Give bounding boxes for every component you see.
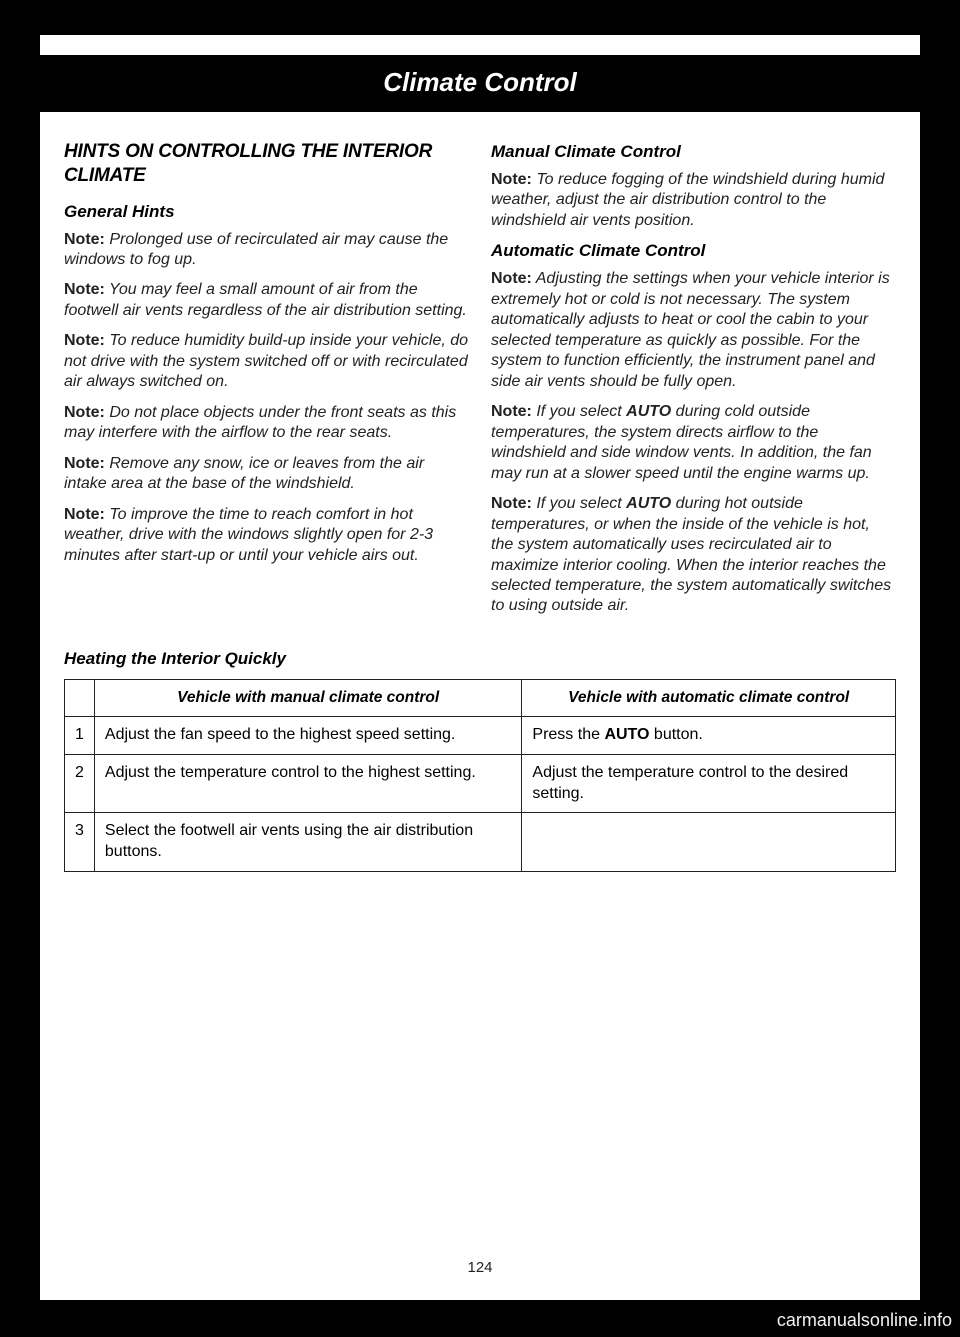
- table-row: 3 Select the footwell air vents using th…: [65, 813, 896, 872]
- subhead-auto-climate: Automatic Climate Control: [491, 241, 896, 261]
- note-item: Note: If you select AUTO during hot outs…: [491, 494, 896, 617]
- note-label: Note:: [64, 281, 105, 298]
- note-label: Note:: [64, 455, 105, 472]
- note-label: Note:: [64, 404, 105, 421]
- heating-table-wrap: Vehicle with manual climate control Vehi…: [64, 679, 896, 872]
- heating-table: Vehicle with manual climate control Vehi…: [64, 679, 896, 872]
- note-label: Note:: [491, 495, 532, 512]
- table-row: 2 Adjust the temperature control to the …: [65, 754, 896, 813]
- auto-cell: Press the AUTO button.: [522, 717, 896, 755]
- note-text: To reduce humidity build-up inside your …: [64, 332, 468, 390]
- note-label: Note:: [491, 171, 532, 188]
- note-text: Adjusting the settings when your vehicle…: [491, 270, 890, 389]
- auto-bold: AUTO: [604, 726, 649, 743]
- note-text: Do not place objects under the front sea…: [64, 404, 456, 441]
- manual-cell: Select the footwell air vents using the …: [94, 813, 522, 872]
- manual-cell: Adjust the temperature control to the hi…: [94, 754, 522, 813]
- table-header-auto: Vehicle with automatic climate control: [522, 679, 896, 716]
- note-item: Note: To reduce humidity build-up inside…: [64, 331, 469, 392]
- note-item: Note: To improve the time to reach comfo…: [64, 505, 469, 566]
- note-item: Note: Remove any snow, ice or leaves fro…: [64, 454, 469, 495]
- note-label: Note:: [64, 231, 105, 248]
- note-label: Note:: [491, 270, 532, 287]
- auto-cell: Adjust the temperature control to the de…: [522, 754, 896, 813]
- note-label: Note:: [64, 332, 105, 349]
- auto-bold: AUTO: [626, 403, 671, 420]
- table-header-blank: [65, 679, 95, 716]
- note-item: Note: Do not place objects under the fro…: [64, 403, 469, 444]
- auto-cell-post: button.: [649, 726, 702, 743]
- step-number: 2: [65, 754, 95, 813]
- note-label: Note:: [491, 403, 532, 420]
- note-item: Note: To reduce fogging of the windshiel…: [491, 170, 896, 231]
- subhead-manual-climate: Manual Climate Control: [491, 142, 896, 162]
- table-header-row: Vehicle with manual climate control Vehi…: [65, 679, 896, 716]
- right-column: Manual Climate Control Note: To reduce f…: [491, 140, 896, 627]
- section-title: HINTS ON CONTROLLING THE INTERIOR CLIMAT…: [64, 140, 469, 188]
- left-column: HINTS ON CONTROLLING THE INTERIOR CLIMAT…: [64, 140, 469, 627]
- note-text: Remove any snow, ice or leaves from the …: [64, 455, 424, 492]
- note-text: Prolonged use of recirculated air may ca…: [64, 231, 448, 268]
- auto-cell-pre: Press the: [532, 726, 604, 743]
- content: HINTS ON CONTROLLING THE INTERIOR CLIMAT…: [40, 112, 920, 872]
- note-item: Note: You may feel a small amount of air…: [64, 280, 469, 321]
- page: Climate Control HINTS ON CONTROLLING THE…: [40, 35, 920, 1300]
- note-item: Note: Prolonged use of recirculated air …: [64, 230, 469, 271]
- two-column-layout: HINTS ON CONTROLLING THE INTERIOR CLIMAT…: [64, 140, 896, 627]
- step-number: 1: [65, 717, 95, 755]
- note-text-post: during hot outside temperatures, or when…: [491, 495, 891, 614]
- subhead-general-hints: General Hints: [64, 202, 469, 222]
- header-band: Climate Control: [40, 55, 920, 112]
- note-text: To reduce fogging of the windshield duri…: [491, 171, 884, 229]
- auto-cell: [522, 813, 896, 872]
- note-text: To improve the time to reach comfort in …: [64, 506, 433, 564]
- note-item: Note: If you select AUTO during cold out…: [491, 402, 896, 484]
- note-text-pre: If you select: [536, 403, 626, 420]
- table-header-manual: Vehicle with manual climate control: [94, 679, 522, 716]
- note-label: Note:: [64, 506, 105, 523]
- page-number: 124: [40, 1259, 920, 1276]
- subhead-heating-quickly: Heating the Interior Quickly: [64, 649, 896, 669]
- note-item: Note: Adjusting the settings when your v…: [491, 269, 896, 392]
- note-text: You may feel a small amount of air from …: [64, 281, 467, 318]
- table-row: 1 Adjust the fan speed to the highest sp…: [65, 717, 896, 755]
- note-text-pre: If you select: [536, 495, 626, 512]
- step-number: 3: [65, 813, 95, 872]
- page-title: Climate Control: [40, 67, 920, 98]
- auto-bold: AUTO: [626, 495, 671, 512]
- watermark: carmanualsonline.info: [777, 1310, 952, 1331]
- manual-cell: Adjust the fan speed to the highest spee…: [94, 717, 522, 755]
